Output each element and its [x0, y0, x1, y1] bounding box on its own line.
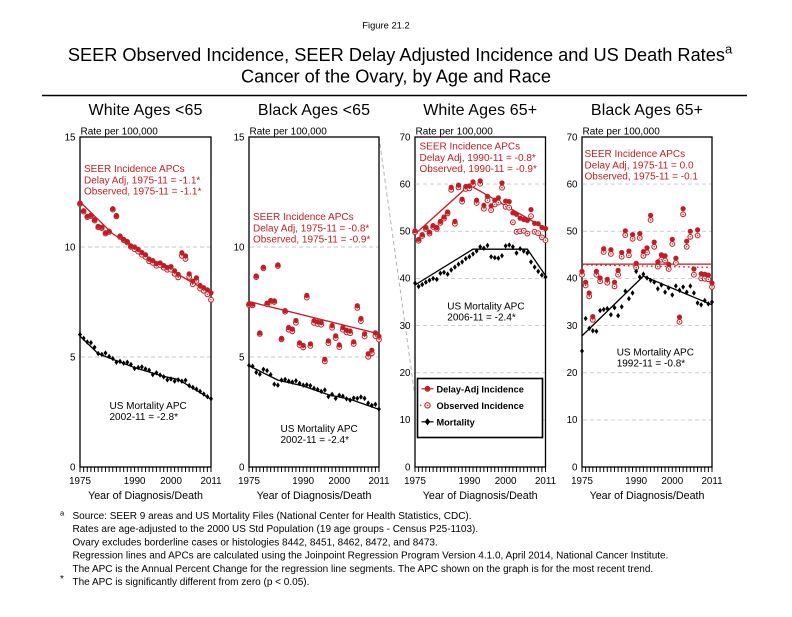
svg-text:10: 10: [567, 415, 578, 426]
svg-text:Year of Diagnosis/Death: Year of Diagnosis/Death: [423, 490, 538, 502]
svg-text:1990: 1990: [292, 476, 314, 487]
svg-text:50: 50: [567, 227, 578, 238]
svg-text:White Ages <65: White Ages <65: [89, 102, 203, 119]
svg-text:Regression lines and APCs are: Regression lines and APCs are calculated…: [73, 551, 669, 562]
svg-text:2011: 2011: [200, 476, 221, 487]
svg-text:White Ages 65+: White Ages 65+: [423, 102, 537, 119]
svg-text:Cancer of the Ovary, by Age an: Cancer of the Ovary, by Age and Race: [241, 66, 551, 86]
svg-text:0: 0: [572, 462, 578, 473]
svg-text:Source: SEER 9 areas and US Mo: Source: SEER 9 areas and US Mortality Fi…: [73, 511, 472, 522]
svg-text:Mortality: Mortality: [437, 417, 476, 427]
svg-text:2011: 2011: [535, 476, 556, 487]
svg-text:Observed, 1990-11 = -0.9*: Observed, 1990-11 = -0.9*: [420, 164, 537, 175]
svg-text:2000: 2000: [661, 476, 683, 487]
svg-text:2000: 2000: [328, 476, 350, 487]
svg-text:20: 20: [400, 368, 411, 379]
svg-text:Rate per 100,000: Rate per 100,000: [583, 127, 661, 138]
svg-text:a: a: [60, 509, 65, 518]
svg-text:Delay-Adj Incidence: Delay-Adj Incidence: [437, 384, 524, 394]
svg-text:The APC is the Annual Percent: The APC is the Annual Percent Change for…: [73, 564, 654, 575]
svg-text:Delay Adj, 1975-11 = -1.1*: Delay Adj, 1975-11 = -1.1*: [84, 175, 200, 186]
svg-text:SEER Incidence APCs: SEER Incidence APCs: [420, 142, 521, 153]
svg-text:10: 10: [65, 242, 76, 253]
svg-text:40: 40: [567, 274, 578, 285]
svg-text:US Mortality APC: US Mortality APC: [617, 348, 694, 359]
svg-text:50: 50: [400, 227, 411, 238]
svg-text:60: 60: [567, 179, 578, 190]
svg-text:Delay Adj, 1975-11 = 0.0: Delay Adj, 1975-11 = 0.0: [585, 160, 694, 171]
svg-text:1975: 1975: [69, 476, 91, 487]
svg-text:5: 5: [70, 352, 76, 363]
svg-text:Black Ages 65+: Black Ages 65+: [591, 102, 703, 119]
svg-text:*: *: [60, 574, 64, 585]
svg-text:Observed, 1975-11 = -0.9*: Observed, 1975-11 = -0.9*: [253, 235, 370, 246]
svg-text:1990: 1990: [459, 476, 481, 487]
svg-text:20: 20: [567, 368, 578, 379]
svg-text:Year of Diagnosis/Death: Year of Diagnosis/Death: [88, 490, 203, 502]
svg-text:2000: 2000: [495, 476, 517, 487]
svg-text:70: 70: [567, 132, 578, 143]
svg-text:5: 5: [239, 352, 245, 363]
svg-text:US Mortality APC: US Mortality APC: [110, 401, 187, 412]
svg-text:1975: 1975: [404, 476, 426, 487]
svg-text:10: 10: [400, 415, 411, 426]
svg-text:70: 70: [400, 132, 411, 143]
svg-text:1992-11 = -0.8*: 1992-11 = -0.8*: [617, 359, 686, 370]
svg-text:Figure 21.2: Figure 21.2: [362, 20, 409, 31]
svg-text:SEER Incidence APCs: SEER Incidence APCs: [84, 164, 185, 175]
svg-text:0: 0: [239, 462, 245, 473]
svg-text:Rate per 100,000: Rate per 100,000: [81, 127, 159, 138]
svg-text:2002-11 = -2.4*: 2002-11 = -2.4*: [281, 435, 350, 446]
svg-text:60: 60: [400, 179, 411, 190]
svg-text:1990: 1990: [124, 476, 146, 487]
svg-text:Delay Adj, 1975-11 = -0.8*: Delay Adj, 1975-11 = -0.8*: [253, 223, 369, 234]
svg-text:10: 10: [234, 242, 245, 253]
svg-text:2000: 2000: [160, 476, 182, 487]
svg-text:0: 0: [70, 462, 76, 473]
svg-text:40: 40: [400, 274, 411, 285]
svg-text:1975: 1975: [238, 476, 260, 487]
svg-text:US Mortality APC: US Mortality APC: [447, 302, 524, 313]
svg-text:Black Ages <65: Black Ages <65: [258, 102, 370, 119]
svg-text:Rate per 100,000: Rate per 100,000: [250, 127, 328, 138]
svg-text:Rate per 100,000: Rate per 100,000: [416, 127, 494, 138]
svg-text:Observed, 1975-11 = -1.1*: Observed, 1975-11 = -1.1*: [84, 187, 201, 198]
svg-text:Year of Diagnosis/Death: Year of Diagnosis/Death: [590, 490, 705, 502]
svg-text:30: 30: [567, 321, 578, 332]
svg-text:2006-11 = -2.4*: 2006-11 = -2.4*: [447, 313, 516, 324]
svg-text:Ovary excludes borderline case: Ovary excludes borderline cases or histo…: [73, 537, 438, 548]
svg-text:1990: 1990: [625, 476, 647, 487]
svg-text:0: 0: [405, 462, 411, 473]
svg-text:30: 30: [400, 321, 411, 332]
svg-text:US Mortality APC: US Mortality APC: [281, 424, 358, 435]
svg-text:Rates are age-adjusted to the: Rates are age-adjusted to the 2000 US St…: [73, 524, 479, 535]
svg-text:SEER Incidence APCs: SEER Incidence APCs: [253, 212, 354, 223]
svg-text:15: 15: [234, 132, 245, 143]
svg-text:Year of Diagnosis/Death: Year of Diagnosis/Death: [257, 490, 372, 502]
svg-text:2011: 2011: [368, 476, 389, 487]
svg-text:2011: 2011: [701, 476, 722, 487]
svg-text:The APC is significantly diffe: The APC is significantly different from …: [73, 577, 310, 588]
svg-text:1975: 1975: [571, 476, 593, 487]
svg-text:2002-11 = -2.8*: 2002-11 = -2.8*: [110, 412, 179, 423]
svg-text:SEER Observed Incidence, SEER: SEER Observed Incidence, SEER Delay Adju…: [68, 41, 733, 65]
svg-text:SEER Incidence APCs: SEER Incidence APCs: [585, 149, 686, 160]
svg-text:Observed Incidence: Observed Incidence: [437, 401, 524, 411]
svg-text:15: 15: [65, 132, 76, 143]
svg-text:Delay Adj, 1990-11 = -0.8*: Delay Adj, 1990-11 = -0.8*: [420, 153, 536, 164]
svg-text:Observed, 1975-11 = -0.1: Observed, 1975-11 = -0.1: [585, 172, 699, 183]
